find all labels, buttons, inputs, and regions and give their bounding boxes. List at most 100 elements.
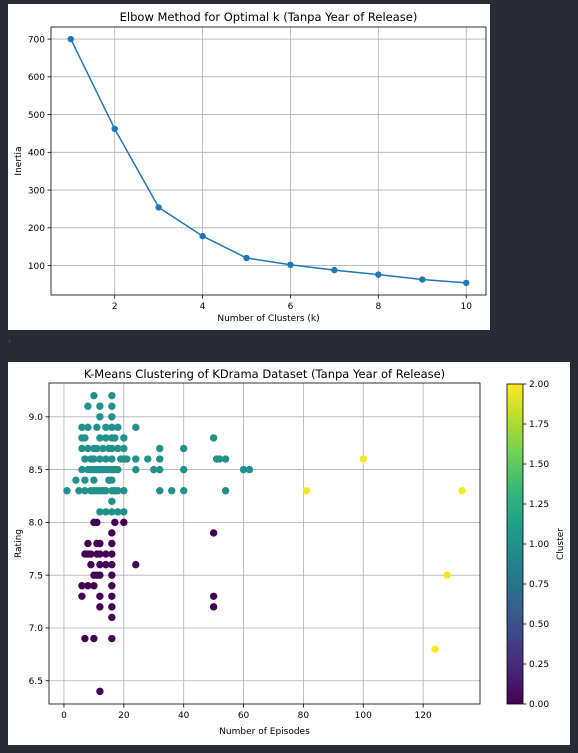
cluster-1-point	[132, 465, 140, 474]
inertia-point	[287, 261, 294, 269]
cluster-0-point	[96, 687, 104, 696]
cluster-1-point	[96, 434, 104, 442]
cluster-1-point	[81, 476, 89, 484]
output-fold-marker[interactable]: ‹	[8, 336, 12, 345]
cluster-1-point	[120, 487, 128, 495]
x-tick-label: 100	[355, 711, 372, 721]
colorbar-tick-label: 2.00	[529, 380, 549, 390]
cluster-0-point	[209, 592, 218, 600]
cluster-1-point	[75, 487, 83, 495]
cluster-0-point	[102, 550, 110, 558]
inertia-point	[243, 254, 250, 262]
cluster-1-point	[102, 487, 110, 495]
cluster-1-point	[102, 455, 110, 463]
cluster-0-point	[84, 582, 92, 590]
x-tick-label: 0	[61, 711, 67, 721]
cluster-0-point	[102, 560, 110, 569]
x-tick-label: 4	[200, 302, 206, 312]
cluster-2-point	[302, 487, 311, 495]
elbow-x-axis-label: Number of Clusters (k)	[217, 314, 319, 324]
cluster-0-point	[84, 539, 92, 548]
kmeans-y-axis-label: Rating	[14, 529, 24, 558]
cluster-0-point	[87, 560, 95, 569]
cluster-0-point	[78, 582, 86, 590]
cluster-2-point	[443, 571, 451, 579]
cluster-1-point	[209, 434, 218, 442]
cluster-1-point	[108, 444, 116, 453]
cluster-1-point	[90, 455, 98, 463]
cluster-1-point	[78, 444, 86, 453]
cluster-0-point	[111, 518, 119, 527]
y-tick-label: 6.5	[29, 677, 43, 687]
cluster-1-point	[114, 423, 122, 432]
colorbar	[506, 383, 524, 705]
cluster-1-point	[245, 465, 254, 474]
cluster-0-point	[96, 539, 104, 548]
cluster-0-point	[209, 529, 218, 537]
cluster-1-point	[156, 487, 164, 495]
y-tick-label: 300	[28, 186, 45, 196]
y-tick-label: 7.0	[29, 624, 44, 634]
colorbar-tick-label: 1.25	[529, 500, 549, 510]
cluster-0-point	[209, 603, 218, 611]
inertia-point	[155, 204, 162, 211]
elbow-y-axis-label: Inertia	[14, 146, 24, 175]
cluster-1-point	[156, 455, 164, 463]
cluster-0-point	[108, 603, 116, 611]
cluster-0-point	[87, 550, 95, 558]
cluster-0-point	[108, 529, 116, 537]
cluster-1-point	[78, 465, 86, 474]
cluster-1-point	[108, 402, 116, 410]
cluster-1-point	[93, 444, 101, 453]
cluster-1-point	[102, 508, 110, 516]
cluster-1-point	[96, 455, 104, 463]
cluster-1-point	[96, 413, 104, 421]
cluster-0-point	[108, 550, 116, 558]
y-tick-label: 400	[28, 149, 45, 159]
cluster-1-point	[108, 455, 116, 463]
cluster-2-point	[431, 645, 439, 653]
y-tick-label: 600	[28, 73, 45, 83]
cluster-0-point	[108, 613, 116, 622]
cluster-1-point	[179, 465, 188, 474]
cluster-0-point	[108, 582, 116, 590]
kmeans-x-axis-label: Number of Episodes	[219, 727, 310, 737]
colorbar-tick-label: 1.50	[529, 460, 549, 470]
cluster-0-point	[90, 582, 98, 590]
cluster-1-point	[221, 487, 230, 495]
cluster-1-point	[156, 465, 164, 474]
cluster-1-point	[144, 455, 152, 463]
cluster-1-point	[215, 455, 224, 463]
y-tick-label: 200	[28, 224, 45, 234]
colorbar-tick-label: 0.00	[529, 700, 549, 710]
inertia-point	[199, 232, 206, 240]
elbow-chart: 2 4 6 8 10 100 200 300 400 500 600 700 Elbow Method …	[14, 10, 487, 324]
cluster-2-point	[359, 455, 367, 463]
cluster-1-point	[150, 465, 158, 474]
y-tick-label: 8.5	[29, 466, 43, 476]
x-tick-label: 20	[118, 711, 130, 721]
cluster-1-point	[96, 402, 104, 410]
kmeans-chart-panel: 0 20 40 60 80 100 120 6.5 7.0 7.5 8.0 8.5 9.0 K-Means…	[8, 362, 570, 745]
cluster-1-point	[96, 508, 104, 516]
cluster-1-point	[102, 423, 110, 432]
cluster-1-point	[84, 444, 92, 453]
cluster-1-point	[114, 444, 122, 453]
cluster-1-point	[81, 434, 89, 442]
cluster-1-point	[81, 487, 89, 495]
kmeans-chart-title: K-Means Clustering of KDrama Dataset (Ta…	[84, 367, 445, 381]
cluster-1-point	[114, 465, 122, 474]
cluster-1-point	[108, 391, 116, 400]
cluster-1-point	[156, 444, 164, 453]
cluster-0-point	[108, 592, 116, 600]
cluster-0-point	[96, 550, 104, 558]
cluster-0-point	[108, 634, 116, 643]
cluster-1-point	[90, 476, 98, 484]
x-tick-label: 10	[461, 302, 473, 312]
inertia-point	[331, 266, 338, 274]
cluster-1-point	[108, 476, 116, 484]
cluster-1-point	[114, 487, 122, 495]
y-tick-label: 700	[28, 35, 45, 45]
cluster-1-point	[63, 487, 71, 495]
plot-frame	[50, 26, 487, 296]
